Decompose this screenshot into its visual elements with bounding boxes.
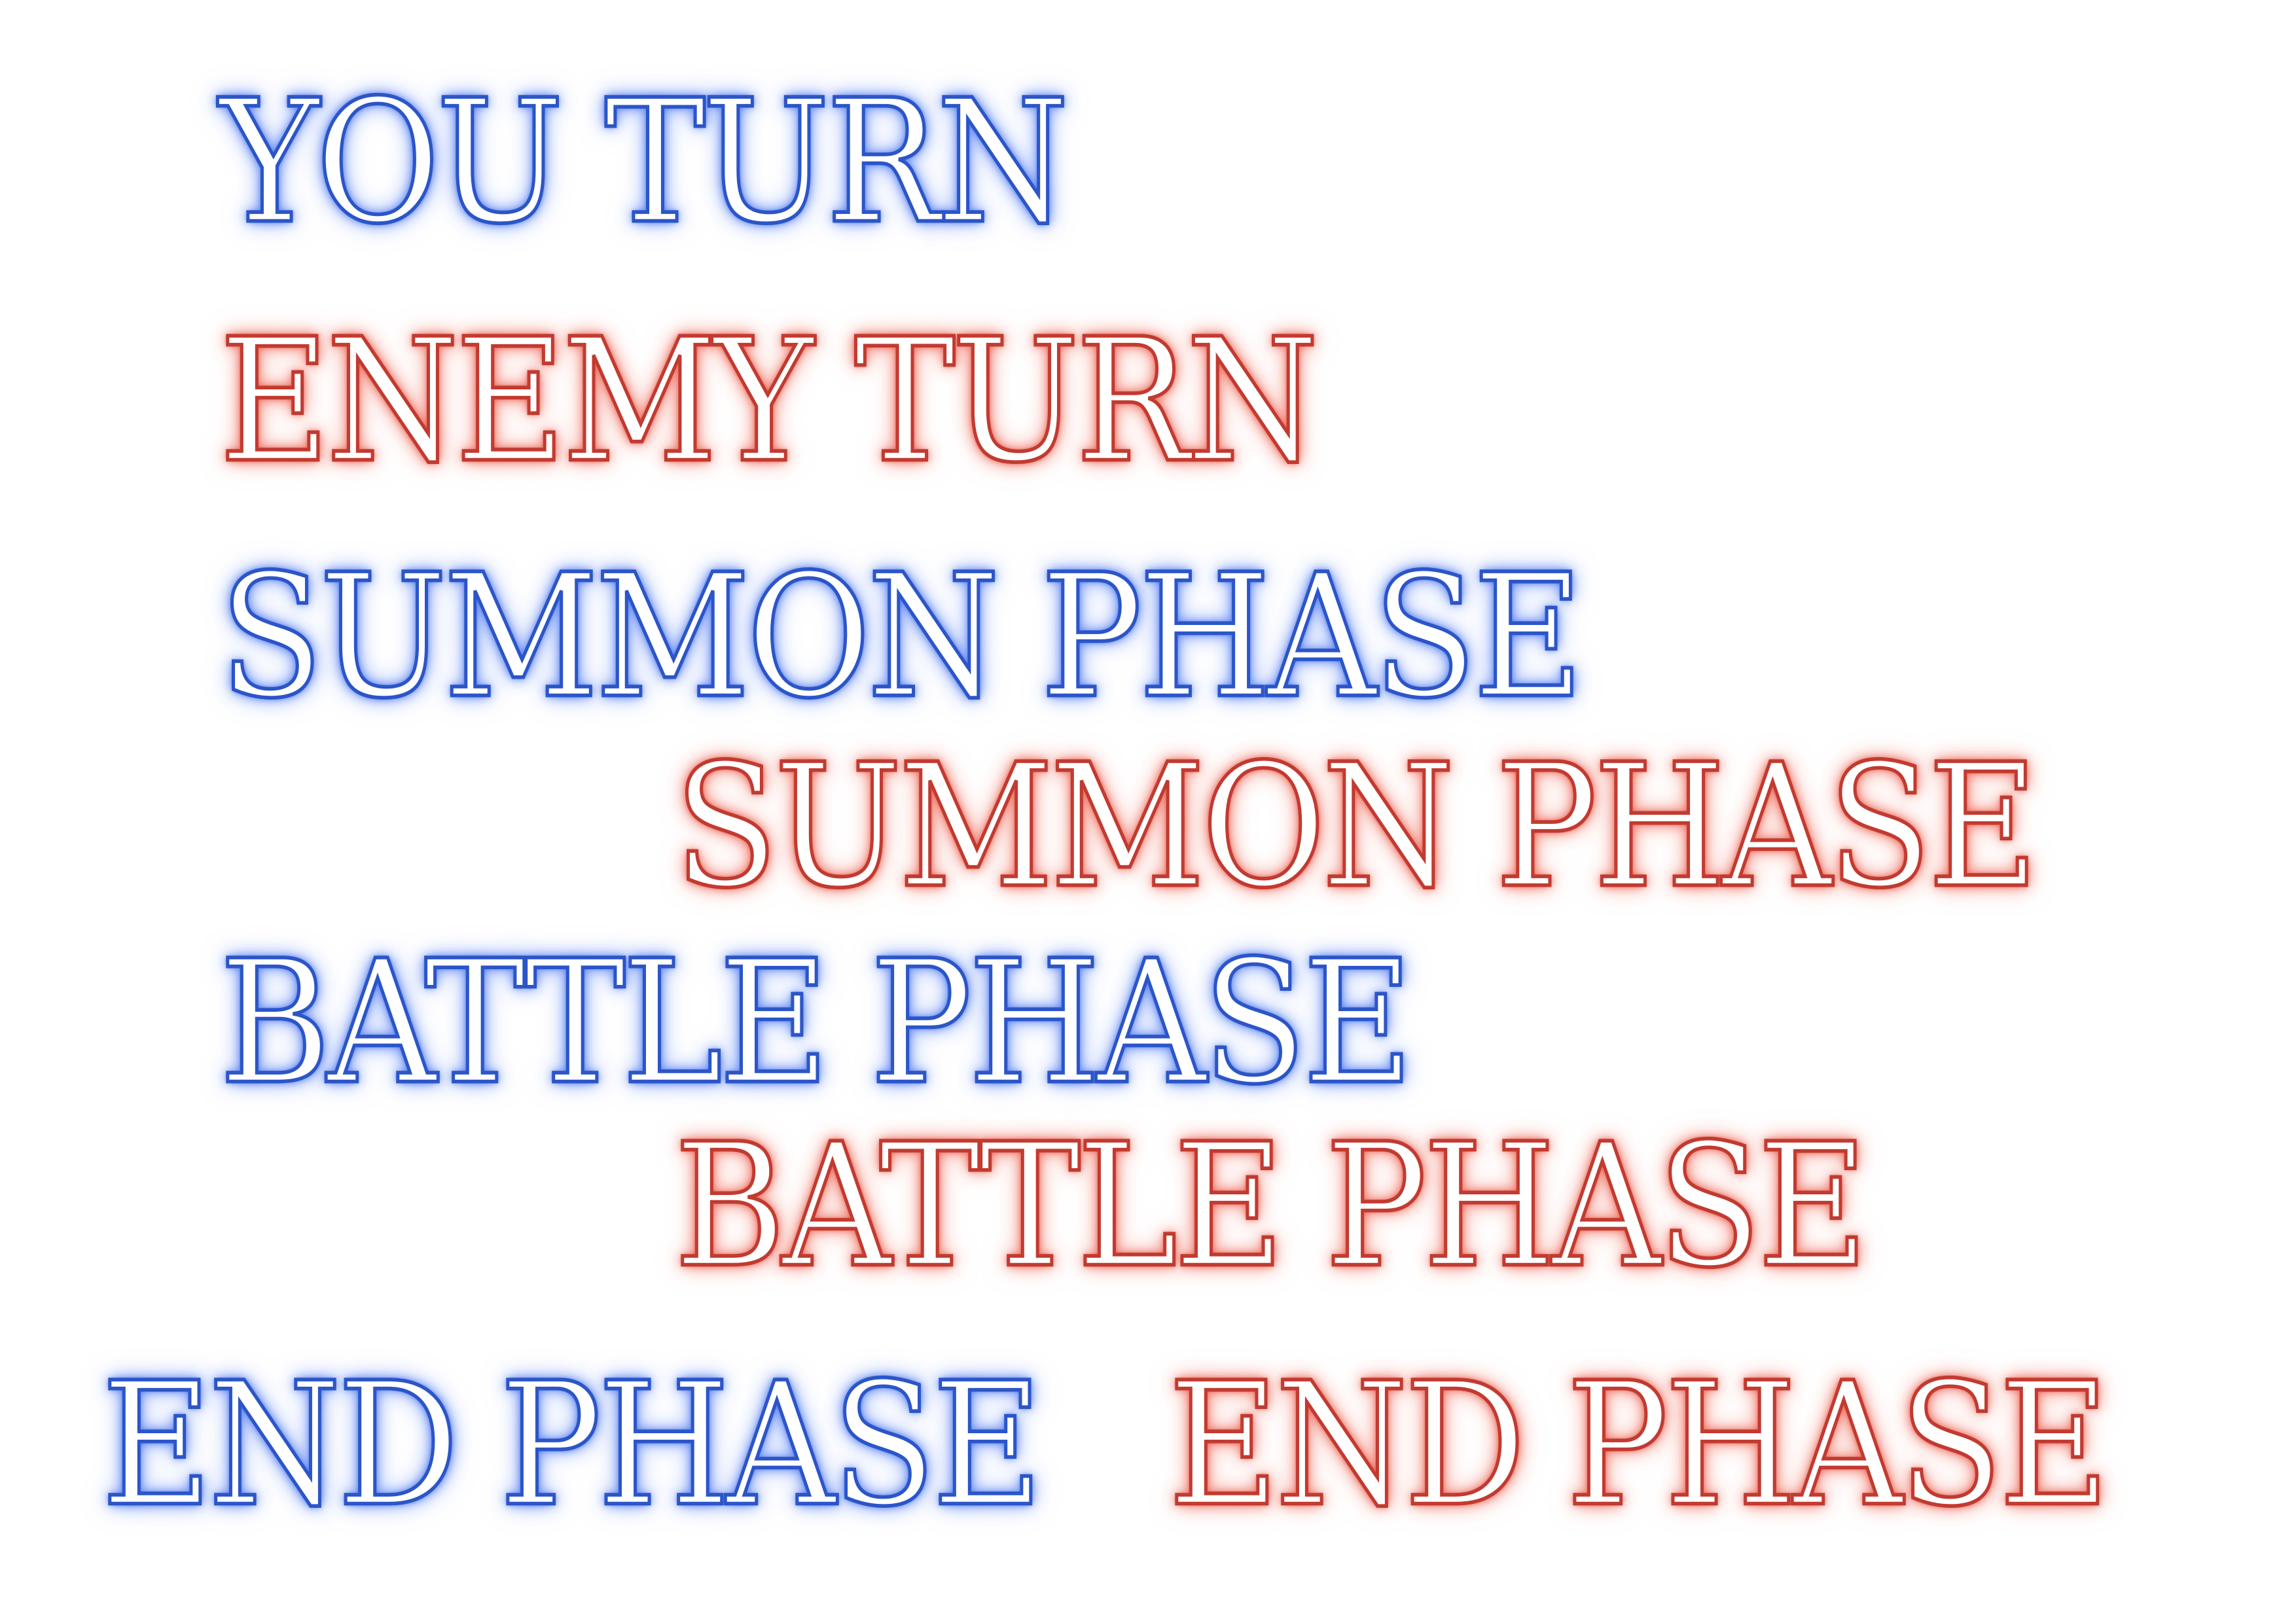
player-battle-phase-banner: BATTLE PHASE [218,923,1416,1122]
player-end-phase-banner: END PHASE [99,1346,1044,1544]
player-summon-phase-banner: SUMMON PHASE [218,537,1586,736]
enemy-summon-phase-banner: SUMMON PHASE [673,727,2041,926]
you-turn-banner: YOU TURN [218,63,1071,262]
enemy-turn-banner: ENEMY TURN [217,302,1320,501]
enemy-end-phase-banner: END PHASE [1166,1346,2111,1544]
enemy-battle-phase-banner: BATTLE PHASE [673,1107,1871,1306]
